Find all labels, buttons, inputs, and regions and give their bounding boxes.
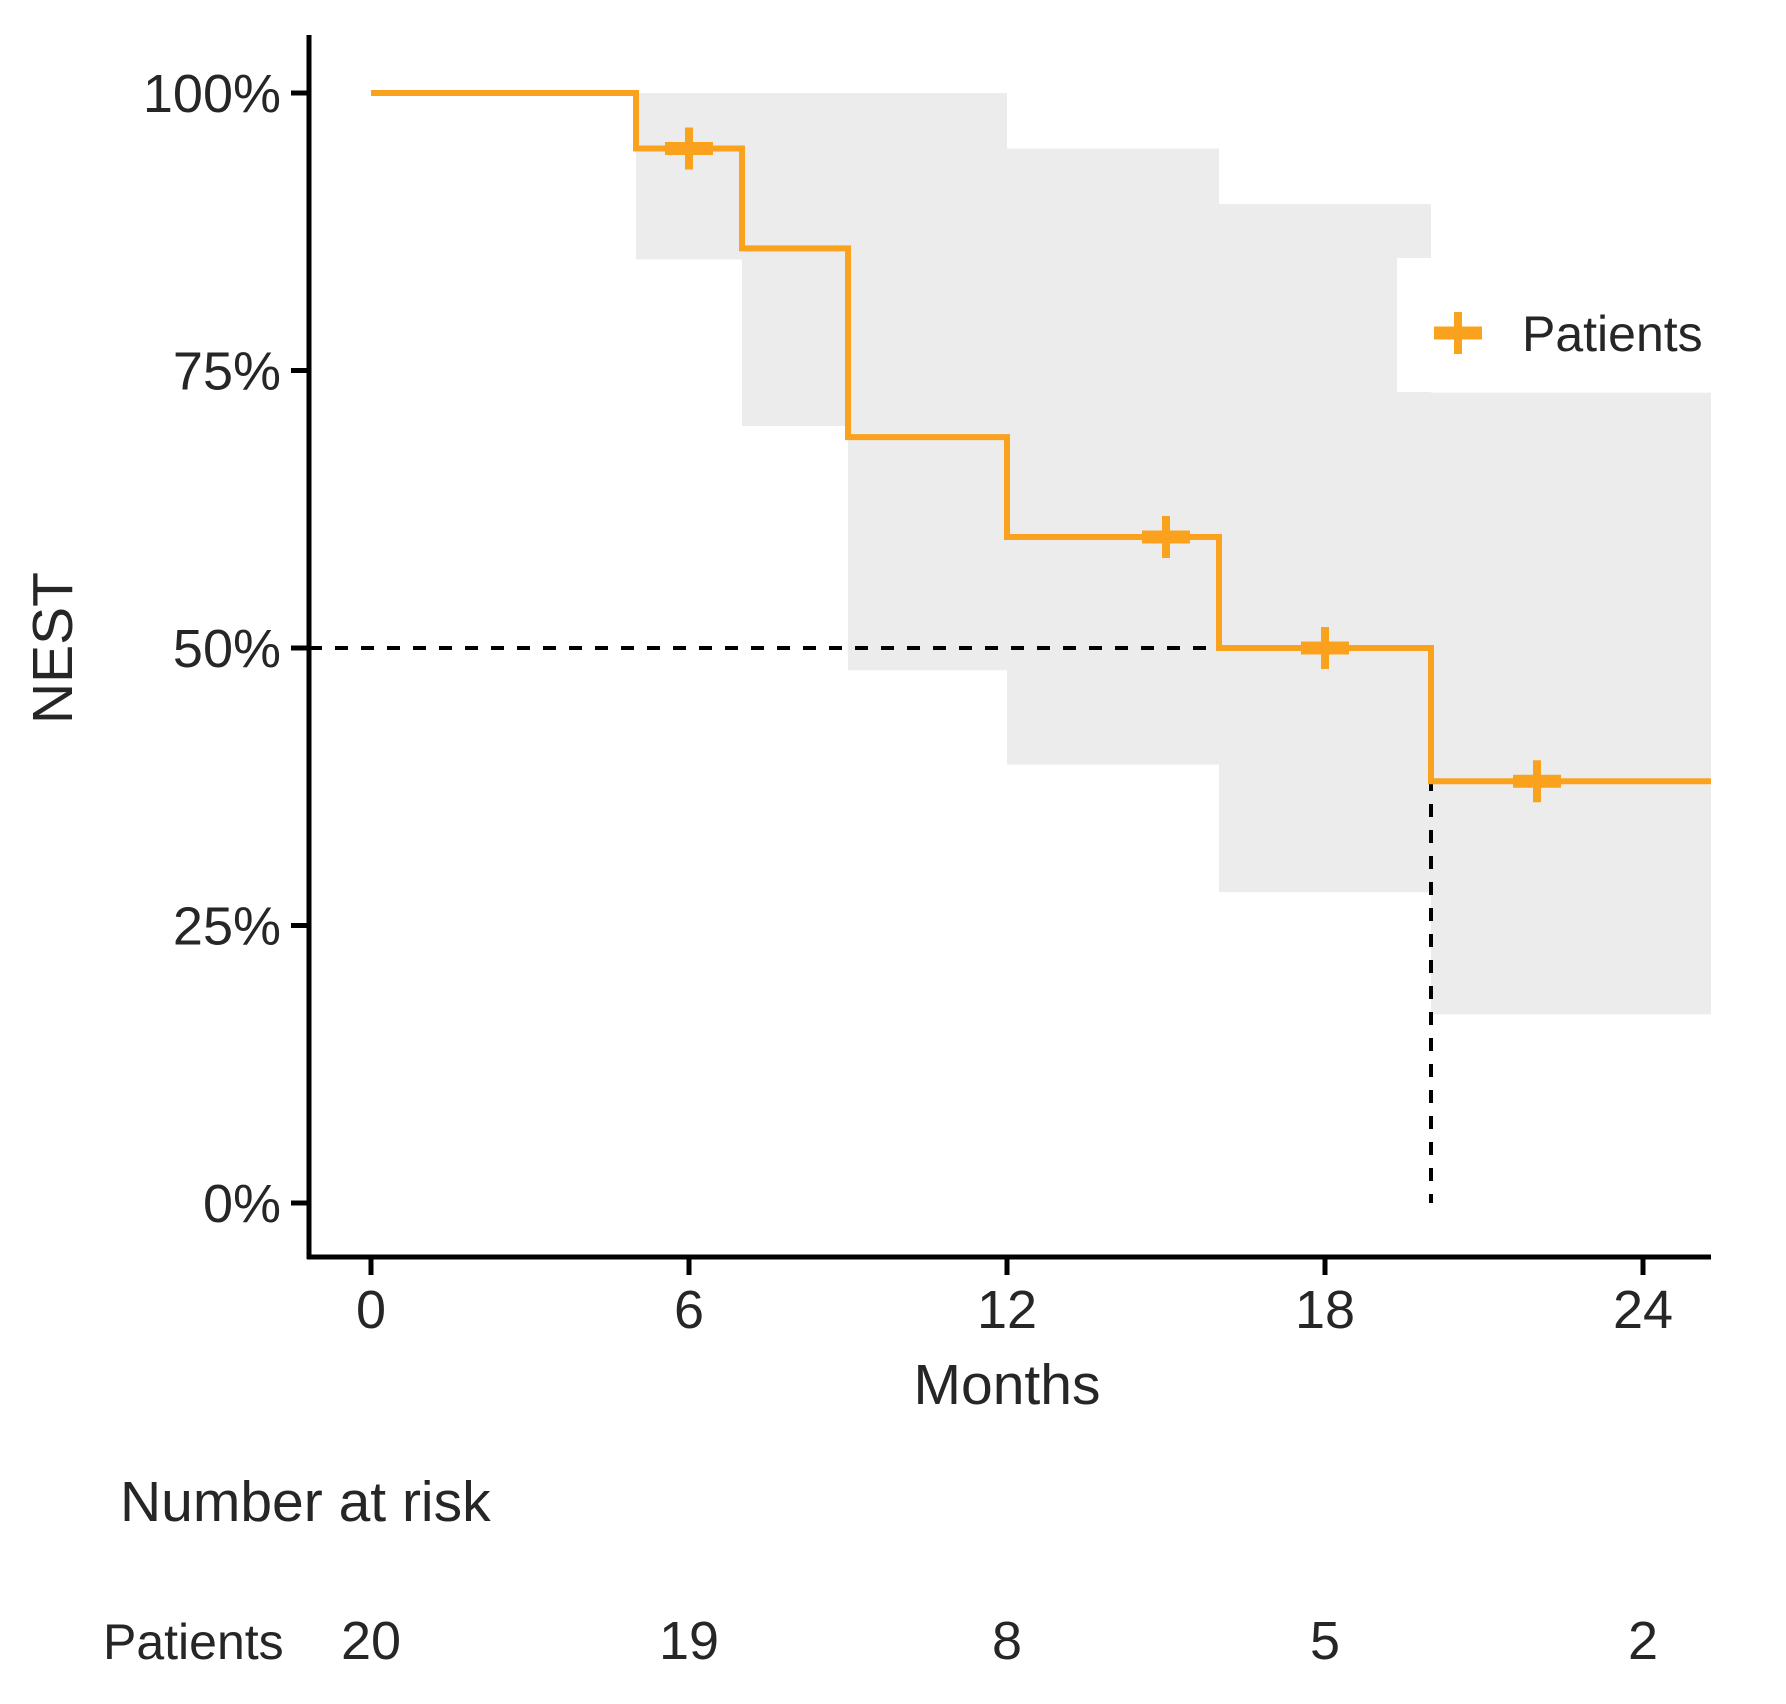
x-tick-label: 12 [977,1280,1037,1340]
y-tick-label: 25% [173,897,281,957]
censor-marks-group [665,127,1561,803]
legend-background [1397,258,1711,392]
x-tick-label: 24 [1613,1280,1673,1340]
legend-marker-group [1434,312,1482,354]
confidence-band-segment [1431,392,1711,1015]
survival-step-curve [371,90,1711,785]
risk-table-values-group: 20 19 8 5 2 [341,1611,1658,1671]
y-axis-title: NEST [21,572,85,724]
survival-curve-group [371,90,1711,785]
confidence-band-segment [1219,204,1431,893]
x-tick-label: 0 [356,1280,386,1340]
confidence-band-segment [636,93,742,260]
axes-group [291,35,1711,1275]
risk-table-value: 8 [992,1611,1022,1671]
median-dashed-lines-group [309,646,1433,1203]
legend-background-group [1397,258,1711,392]
y-tick-label: 75% [173,342,281,402]
x-axis-title: Months [914,1353,1101,1417]
legend-label: Patients [1522,306,1703,362]
x-tick-labels-group: 0 6 12 18 24 [356,1280,1673,1340]
risk-table-row-label: Patients [103,1614,284,1670]
confidence-band-segment [1007,148,1219,765]
x-tick-label: 18 [1295,1280,1355,1340]
risk-table-value: 20 [341,1611,401,1671]
confidence-band-group [636,93,1711,1015]
y-tick-label: 100% [143,64,281,124]
risk-table-value: 2 [1628,1611,1658,1671]
confidence-band-segment [848,93,1007,671]
risk-table-value: 5 [1310,1611,1340,1671]
y-tick-label: 0% [203,1174,281,1234]
risk-table-value: 19 [659,1611,719,1671]
y-tick-label: 50% [173,619,281,679]
x-tick-label: 6 [674,1280,704,1340]
confidence-band-segment [742,93,848,426]
y-tick-labels-group: 0% 25% 50% 75% 100% [143,64,281,1234]
risk-table-title: Number at risk [120,1470,491,1534]
